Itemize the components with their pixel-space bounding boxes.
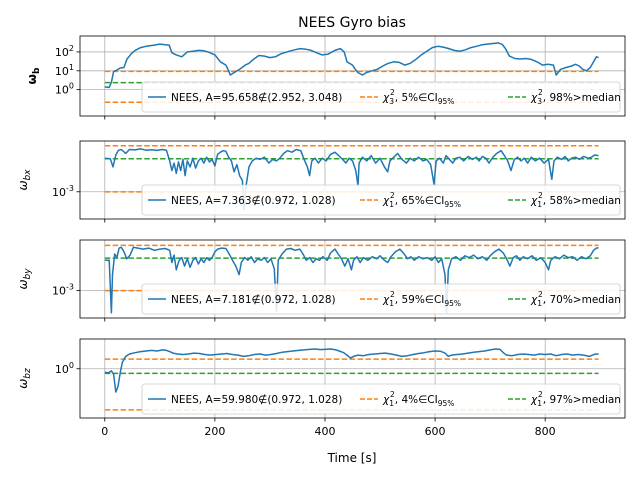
- legend-label-ci: χ12, 59%∈CI95%: [382, 290, 461, 308]
- axes-frame: [79, 140, 626, 220]
- y-tick-label: 10-3: [52, 184, 74, 199]
- legend: NEES, A=7.181∉(0.972, 1.028) χ12, 59%∈CI9…: [141, 283, 621, 315]
- legend: NEES, A=7.363∉(0.972, 1.028) χ12, 65%∈CI9…: [141, 184, 621, 216]
- legend-label-median: χ12, 58%>median: [530, 191, 621, 209]
- nees-series-line: [104, 246, 599, 314]
- legend-label-nees: NEES, A=7.363∉(0.972, 1.028): [171, 195, 336, 207]
- legend-label-nees: NEES, A=95.658∉(2.952, 3.048): [171, 92, 342, 104]
- figure-title: NEES Gyro bias: [298, 15, 406, 31]
- legend-label-median: χ12, 97%>median: [530, 390, 621, 408]
- nees-series-line: [104, 42, 599, 89]
- x-tick-label: 600: [425, 425, 446, 438]
- legend-label-ci: χ12, 65%∈CI95%: [382, 191, 461, 209]
- axes-frame: [79, 239, 626, 319]
- y-axis-label: ωbz: [16, 368, 33, 389]
- nees-series-line: [104, 148, 599, 210]
- legend-label-nees: NEES, A=59.980∉(0.972, 1.028): [171, 394, 342, 406]
- x-axis-label: Time [s]: [327, 451, 377, 465]
- x-tick-label: 400: [314, 425, 335, 438]
- legend-label-nees: NEES, A=7.181∉(0.972, 1.028): [171, 294, 336, 306]
- y-tick-label: 10-3: [52, 282, 74, 297]
- legend-box: [141, 184, 621, 216]
- legend-label-ci: χ32, 5%∈CI95%: [382, 88, 454, 106]
- y-axis-label: ωb: [25, 67, 42, 84]
- subplot-3: 10-3 ωby NEES, A=7.181∉(0.972, 1.028) χ12, …: [16, 239, 626, 322]
- y-axis-label: ωby: [16, 268, 33, 290]
- nees-series-line: [104, 348, 599, 393]
- legend-box: [141, 283, 621, 315]
- x-tick-labels: 0 200 400 600 800: [101, 425, 555, 438]
- subplot-1: 100 101 102 ωb NEES, A=95.658∉(2.952, 3.048)…: [25, 35, 626, 120]
- legend-box: [141, 383, 621, 415]
- axes-frame: [79, 338, 626, 419]
- x-tick-label: 200: [204, 425, 225, 438]
- legend-box: [141, 81, 621, 113]
- axes-frame: [79, 35, 626, 117]
- x-tick-label: 800: [535, 425, 556, 438]
- subplot-2: 10-3 ωbx NEES, A=7.363∉(0.972, 1.028) χ12, …: [16, 140, 626, 223]
- legend: NEES, A=59.980∉(0.972, 1.028) χ12, 4%∈CI9…: [141, 383, 621, 415]
- legend-label-median: χ32, 98%>median: [530, 88, 621, 106]
- legend: NEES, A=95.658∉(2.952, 3.048) χ32, 5%∈CI9…: [141, 81, 621, 113]
- x-tick-label: 0: [101, 425, 108, 438]
- subplot-4: 100 ωbz NEES, A=59.980∉(0.972, 1.028) χ12, …: [16, 338, 626, 422]
- panels-group: 100 101 102 ωb NEES, A=95.658∉(2.952, 3.048)…: [16, 35, 626, 422]
- y-tick-label: 102: [55, 44, 74, 59]
- legend-label-median: χ12, 70%>median: [530, 290, 621, 308]
- y-tick-label: 100: [55, 82, 74, 97]
- y-tick-label: 100: [55, 361, 74, 376]
- y-tick-label: 101: [55, 63, 74, 78]
- legend-label-ci: χ12, 4%∈CI95%: [382, 390, 454, 408]
- y-axis-label: ωbx: [16, 169, 33, 191]
